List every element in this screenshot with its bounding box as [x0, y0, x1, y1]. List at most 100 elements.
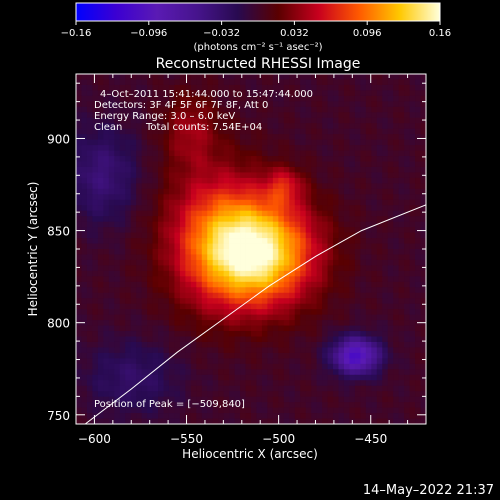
heatmap-pixel: [398, 265, 405, 272]
heatmap-pixel: [305, 101, 312, 108]
heatmap-pixel: [338, 172, 345, 179]
heatmap-pixel: [108, 232, 115, 239]
heatmap-pixel: [81, 232, 88, 239]
heatmap-pixel: [338, 216, 345, 223]
heatmap-pixel: [196, 101, 203, 108]
heatmap-pixel: [218, 276, 225, 283]
heatmap-pixel: [322, 341, 328, 348]
heatmap-pixel: [278, 254, 285, 261]
heatmap-pixel: [245, 106, 252, 113]
heatmap-pixel: [147, 117, 153, 124]
heatmap-pixel: [163, 396, 170, 403]
heatmap-pixel: [147, 139, 153, 146]
heatmap-pixel: [152, 363, 159, 370]
heatmap-pixel: [316, 249, 323, 255]
heatmap-pixel: [338, 134, 345, 141]
heatmap-pixel: [398, 74, 405, 80]
heatmap-pixel: [207, 79, 214, 86]
heatmap-pixel: [245, 117, 252, 124]
heatmap-pixel: [119, 139, 126, 146]
heatmap-pixel: [360, 232, 367, 239]
heatmap-pixel: [92, 298, 99, 305]
heatmap-pixel: [343, 123, 350, 130]
heatmap-pixel: [185, 238, 192, 244]
heatmap-pixel: [311, 95, 318, 102]
heatmap-pixel: [168, 325, 175, 332]
heatmap-pixel: [365, 194, 372, 201]
heatmap-pixel: [398, 331, 405, 337]
heatmap-pixel: [163, 303, 170, 310]
heatmap-pixel: [234, 380, 241, 387]
heatmap-pixel: [398, 117, 405, 124]
heatmap-pixel: [119, 90, 126, 97]
heatmap-pixel: [294, 188, 301, 195]
heatmap-pixel: [376, 232, 383, 239]
heatmap-pixel: [256, 249, 263, 255]
heatmap-pixel: [240, 112, 246, 119]
heatmap-pixel: [97, 227, 104, 233]
heatmap-pixel: [305, 320, 312, 326]
heatmap-pixel: [387, 145, 394, 151]
heatmap-pixel: [229, 238, 235, 244]
heatmap-pixel: [267, 331, 274, 337]
heatmap-pixel: [322, 150, 328, 157]
heatmap-pixel: [152, 194, 159, 201]
heatmap-pixel: [212, 402, 219, 408]
heatmap-pixel: [311, 336, 318, 343]
heatmap-pixel: [174, 139, 181, 146]
heatmap-pixel: [333, 402, 339, 408]
heatmap-pixel: [212, 232, 219, 239]
heatmap-pixel: [97, 347, 104, 354]
heatmap-pixel: [92, 249, 99, 255]
heatmap-pixel: [179, 112, 186, 119]
heatmap-pixel: [365, 363, 372, 370]
heatmap-pixel: [387, 402, 394, 408]
heatmap-pixel: [349, 325, 356, 332]
heatmap-pixel: [305, 134, 312, 141]
heatmap-pixel: [349, 183, 356, 190]
heatmap-pixel: [322, 396, 328, 403]
heatmap-pixel: [92, 123, 99, 130]
heatmap-pixel: [311, 156, 318, 162]
heatmap-pixel: [240, 101, 246, 108]
heatmap-pixel: [108, 336, 115, 343]
heatmap-pixel: [322, 90, 328, 97]
heatmap-pixel: [322, 210, 328, 217]
heatmap-pixel: [223, 101, 230, 108]
heatmap-pixel: [404, 325, 410, 332]
heatmap-pixel: [300, 205, 307, 212]
heatmap-pixel: [283, 292, 290, 299]
heatmap-pixel: [316, 112, 323, 119]
heatmap-pixel: [234, 145, 241, 151]
heatmap-pixel: [125, 166, 132, 173]
heatmap-pixel: [108, 139, 115, 146]
heatmap-pixel: [141, 106, 148, 113]
heatmap-pixel: [376, 369, 383, 376]
heatmap-pixel: [103, 112, 110, 119]
heatmap-pixel: [240, 413, 246, 419]
heatmap-pixel: [136, 352, 143, 359]
heatmap-pixel: [420, 106, 426, 113]
heatmap-pixel: [300, 303, 307, 310]
heatmap-pixel: [76, 309, 82, 316]
heatmap-pixel: [81, 123, 88, 130]
heatmap-pixel: [76, 336, 82, 343]
heatmap-pixel: [196, 117, 203, 124]
heatmap-pixel: [376, 156, 383, 162]
heatmap-pixel: [114, 303, 121, 310]
heatmap-pixel: [256, 210, 263, 217]
heatmap-pixel: [136, 74, 143, 80]
heatmap-pixel: [393, 363, 400, 370]
heatmap-pixel: [267, 150, 274, 157]
heatmap-pixel: [365, 216, 372, 223]
heatmap-pixel: [125, 95, 132, 102]
heatmap-pixel: [223, 194, 230, 201]
heatmap-pixel: [251, 358, 257, 365]
heatmap-pixel: [305, 259, 312, 266]
heatmap-pixel: [119, 84, 126, 91]
heatmap-pixel: [76, 402, 82, 408]
heatmap-pixel: [360, 385, 367, 392]
heatmap-pixel: [387, 134, 394, 141]
heatmap-pixel: [245, 156, 252, 162]
heatmap-pixel: [305, 194, 312, 201]
